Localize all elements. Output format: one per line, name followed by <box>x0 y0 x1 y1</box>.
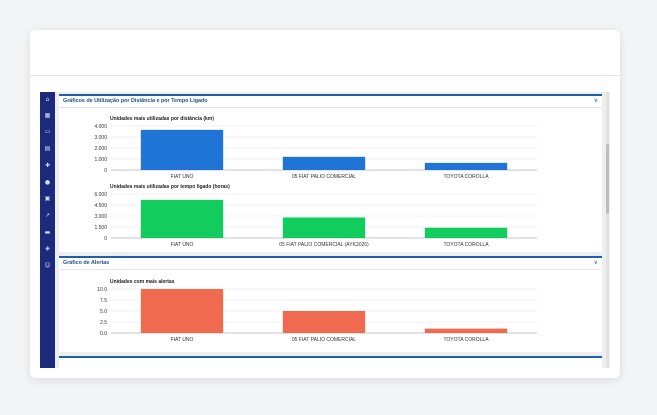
main-content: Gráficos de Utilização por Distância e p… <box>55 92 610 368</box>
scrollbar-thumb[interactable] <box>606 144 609 214</box>
bar-1 <box>140 289 224 333</box>
x-category-label: 05 FIAT PALIO COMERCIAL (AYK3026) <box>279 242 369 248</box>
y-tick-label: 3.000 <box>94 214 107 220</box>
alerts-panel-title: Gráfico de Alertas <box>63 260 110 266</box>
x-category-label: FIAT UNO <box>171 337 194 343</box>
y-tick-label: 5.0 <box>100 309 107 315</box>
x-category-label: TOYOTA COROLLA <box>443 337 489 343</box>
alerts-chart-title: Unidades com mais alertas <box>110 279 175 285</box>
y-tick-label: 7.5 <box>100 298 107 304</box>
y-tick-label: 1.500 <box>94 225 107 231</box>
route-icon[interactable]: ↗ <box>44 212 51 219</box>
y-tick-label: 0 <box>104 168 107 174</box>
bar-3 <box>424 162 508 170</box>
y-tick-label: 4.000 <box>94 124 107 130</box>
y-tick-label: 1.000 <box>94 157 107 163</box>
x-category-label: 05 FIAT PALIO COMERCIAL <box>292 174 356 180</box>
bar-2 <box>282 156 366 170</box>
location-pin-icon[interactable]: ● <box>44 179 51 186</box>
collapse-chevron-icon[interactable]: ∨ <box>593 97 598 104</box>
sidebar-nav: ⌂ ▦ ▭ ▤ ✚ ● ▣ ↗ ▬ ◈ ☺ <box>40 92 55 368</box>
x-category-label: FIAT UNO <box>171 242 194 248</box>
alerts-panel: Gráfico de Alertas ∨ Unidades com mais a… <box>59 256 602 352</box>
grid-icon[interactable]: ▦ <box>44 112 51 119</box>
monitor-icon[interactable]: ▭ <box>44 128 51 135</box>
group-icon[interactable]: ◈ <box>45 245 50 252</box>
distance-bar-chart: 0 1.000 2.000 3.000 4.000 FIAT UNO 05 FIAT PAL… <box>94 124 537 180</box>
engine-time-chart-title: Unidades mais utilizadas por tempo ligad… <box>110 184 230 190</box>
y-tick-label: 10.0 <box>97 287 107 293</box>
distance-chart-title: Unidades mais utilizadas por distância (… <box>110 116 214 122</box>
bar-3 <box>424 328 508 333</box>
bar-3 <box>424 227 508 238</box>
y-tick-label: 2.000 <box>94 146 107 152</box>
utilization-panel-title: Gráficos de Utilização por Distância e p… <box>63 98 208 104</box>
plus-icon[interactable]: ✚ <box>44 162 51 169</box>
y-tick-label: 3.000 <box>94 135 107 141</box>
alerts-panel-header[interactable]: Gráfico de Alertas ∨ <box>59 258 602 270</box>
engine-time-bar-chart: 0 1.500 3.000 4.500 6.000 FIAT UNO 05 FIAT PAL… <box>94 192 537 248</box>
dashboard-area: ⌂ ▦ ▭ ▤ ✚ ● ▣ ↗ ▬ ◈ ☺ Gráficos de Utiliz… <box>40 92 610 368</box>
y-tick-label: 0.0 <box>100 331 107 337</box>
home-icon[interactable]: ⌂ <box>45 96 50 103</box>
top-header-bar <box>30 30 620 76</box>
bar-2 <box>282 217 366 238</box>
document-icon[interactable]: ▤ <box>44 145 51 152</box>
bar-1 <box>140 129 224 170</box>
x-category-label: FIAT UNO <box>171 174 194 180</box>
alerts-bar-chart: 0.0 2.5 5.0 7.5 10.0 FIAT UNO 05 FIAT PALIO CO… <box>97 287 537 343</box>
x-category-label: TOYOTA COROLLA <box>443 174 489 180</box>
truck-icon[interactable]: ▬ <box>44 229 51 236</box>
y-tick-label: 0 <box>104 236 107 242</box>
bar-1 <box>140 199 224 238</box>
y-tick-label: 2.5 <box>100 320 107 326</box>
collapse-chevron-icon[interactable]: ∨ <box>593 259 598 266</box>
app-window: ⌂ ▦ ▭ ▤ ✚ ● ▣ ↗ ▬ ◈ ☺ Gráficos de Utiliz… <box>30 30 620 378</box>
utilization-panel: Gráficos de Utilização por Distância e p… <box>59 94 602 252</box>
x-category-label: TOYOTA COROLLA <box>443 242 489 248</box>
building-icon[interactable]: ▣ <box>44 195 51 202</box>
y-tick-label: 4.500 <box>94 203 107 209</box>
x-category-label: 05 FIAT PALIO COMERCIAL <box>292 337 356 343</box>
user-icon[interactable]: ☺ <box>44 262 51 269</box>
next-panel-edge <box>59 356 602 368</box>
vertical-scrollbar[interactable] <box>606 92 609 368</box>
utilization-panel-header[interactable]: Gráficos de Utilização por Distância e p… <box>59 96 602 108</box>
bar-2 <box>282 311 366 333</box>
y-tick-label: 6.000 <box>94 192 107 198</box>
